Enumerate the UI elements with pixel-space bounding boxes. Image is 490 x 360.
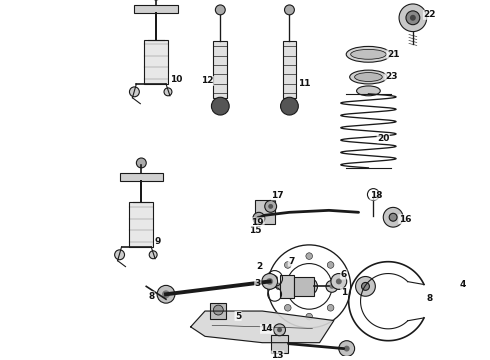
Text: 23: 23 bbox=[385, 72, 397, 81]
Circle shape bbox=[115, 250, 124, 260]
Circle shape bbox=[265, 201, 276, 212]
Circle shape bbox=[339, 341, 355, 356]
Circle shape bbox=[211, 97, 229, 115]
Circle shape bbox=[327, 305, 334, 311]
Bar bbox=[270, 335, 289, 352]
Text: 2: 2 bbox=[257, 262, 263, 271]
Text: 19: 19 bbox=[251, 218, 264, 227]
Circle shape bbox=[277, 327, 282, 332]
Text: 18: 18 bbox=[370, 191, 383, 200]
Circle shape bbox=[306, 253, 313, 260]
Text: 3: 3 bbox=[255, 279, 261, 288]
Text: 8: 8 bbox=[426, 294, 433, 303]
Text: 7: 7 bbox=[288, 257, 294, 266]
Ellipse shape bbox=[357, 86, 380, 96]
Bar bbox=[120, 173, 163, 181]
Circle shape bbox=[336, 283, 343, 290]
Circle shape bbox=[327, 262, 334, 268]
Text: 22: 22 bbox=[423, 10, 436, 19]
Circle shape bbox=[216, 5, 225, 15]
Circle shape bbox=[285, 305, 291, 311]
Bar bbox=[280, 275, 294, 298]
Bar bbox=[283, 41, 296, 98]
Circle shape bbox=[331, 274, 347, 289]
Circle shape bbox=[383, 207, 403, 227]
Ellipse shape bbox=[351, 49, 386, 59]
Circle shape bbox=[356, 276, 375, 296]
Circle shape bbox=[164, 88, 172, 96]
Text: 16: 16 bbox=[399, 215, 411, 224]
Circle shape bbox=[399, 4, 427, 32]
Circle shape bbox=[410, 15, 416, 21]
Bar bbox=[255, 201, 274, 224]
Bar bbox=[294, 276, 314, 296]
Circle shape bbox=[136, 158, 146, 168]
Circle shape bbox=[389, 213, 397, 221]
Circle shape bbox=[268, 204, 273, 209]
Text: 4: 4 bbox=[459, 280, 466, 289]
Text: 13: 13 bbox=[271, 351, 284, 360]
Bar bbox=[144, 40, 168, 84]
Text: 14: 14 bbox=[260, 324, 273, 333]
Circle shape bbox=[306, 313, 313, 320]
Circle shape bbox=[285, 262, 291, 268]
Text: 21: 21 bbox=[387, 50, 399, 59]
Text: 15: 15 bbox=[248, 226, 261, 235]
Circle shape bbox=[344, 346, 350, 352]
Circle shape bbox=[275, 283, 282, 290]
Circle shape bbox=[266, 278, 273, 285]
Bar bbox=[210, 303, 226, 319]
Text: 17: 17 bbox=[271, 191, 284, 200]
Circle shape bbox=[281, 97, 298, 115]
Ellipse shape bbox=[346, 46, 391, 62]
Circle shape bbox=[214, 305, 223, 315]
Text: 5: 5 bbox=[235, 311, 241, 320]
Circle shape bbox=[157, 285, 175, 303]
Circle shape bbox=[256, 216, 261, 221]
Circle shape bbox=[329, 284, 334, 289]
Text: 8: 8 bbox=[148, 292, 154, 301]
Text: 12: 12 bbox=[201, 76, 214, 85]
Circle shape bbox=[253, 212, 265, 224]
Polygon shape bbox=[191, 311, 334, 343]
Bar bbox=[129, 202, 153, 247]
Text: 6: 6 bbox=[341, 270, 347, 279]
Text: 1: 1 bbox=[341, 288, 347, 297]
Bar bbox=[214, 41, 227, 98]
Circle shape bbox=[149, 251, 157, 259]
Circle shape bbox=[129, 87, 139, 97]
Text: 11: 11 bbox=[298, 80, 311, 89]
Circle shape bbox=[406, 11, 420, 25]
Circle shape bbox=[271, 275, 278, 282]
Text: 10: 10 bbox=[170, 75, 182, 84]
Circle shape bbox=[336, 279, 342, 284]
Circle shape bbox=[301, 278, 318, 295]
Ellipse shape bbox=[355, 73, 382, 81]
Circle shape bbox=[273, 324, 286, 336]
Circle shape bbox=[262, 274, 278, 289]
Circle shape bbox=[326, 280, 338, 292]
Ellipse shape bbox=[350, 70, 387, 84]
Text: 9: 9 bbox=[155, 238, 161, 247]
Circle shape bbox=[362, 283, 369, 290]
Text: 20: 20 bbox=[377, 134, 390, 143]
Circle shape bbox=[162, 290, 170, 298]
Bar bbox=[134, 5, 178, 13]
Circle shape bbox=[285, 5, 294, 15]
